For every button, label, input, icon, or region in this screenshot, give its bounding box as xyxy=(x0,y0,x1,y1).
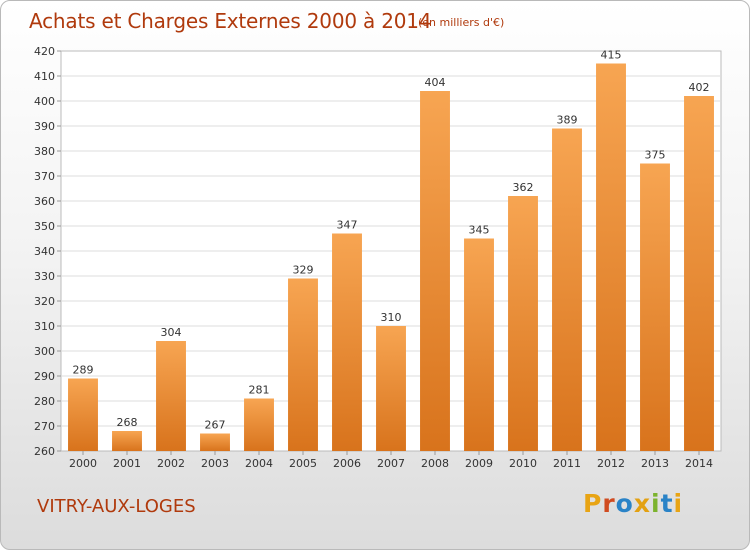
chart-title: Achats et Charges Externes 2000 à 2014 xyxy=(29,9,432,33)
y-tick-label: 340 xyxy=(34,245,55,258)
x-tick-label: 2000 xyxy=(69,457,97,470)
y-tick-label: 270 xyxy=(34,420,55,433)
chart-unit: (en milliers d'€) xyxy=(418,16,505,29)
y-tick-label: 420 xyxy=(34,45,55,58)
bar xyxy=(244,398,274,451)
x-tick-label: 2005 xyxy=(289,457,317,470)
data-label: 268 xyxy=(117,416,138,429)
bar xyxy=(684,96,714,451)
x-tick-label: 2014 xyxy=(685,457,713,470)
data-label: 415 xyxy=(601,49,622,62)
x-tick-label: 2001 xyxy=(113,457,141,470)
bar xyxy=(288,278,318,451)
bar xyxy=(112,431,142,451)
data-label: 289 xyxy=(73,364,94,377)
data-label: 310 xyxy=(381,311,402,324)
y-tick-label: 370 xyxy=(34,170,55,183)
bar xyxy=(200,433,230,451)
data-label: 362 xyxy=(513,181,534,194)
data-label: 404 xyxy=(425,76,446,89)
x-tick-label: 2004 xyxy=(245,457,273,470)
logo-letter: P xyxy=(583,489,603,518)
x-tick-label: 2002 xyxy=(157,457,185,470)
logo-letter: x xyxy=(633,489,651,518)
x-tick-label: 2012 xyxy=(597,457,625,470)
commune-name: VITRY-AUX-LOGES xyxy=(37,496,196,517)
data-label: 345 xyxy=(469,224,490,237)
x-tick-label: 2010 xyxy=(509,457,537,470)
data-label: 329 xyxy=(293,264,314,277)
data-label: 267 xyxy=(205,419,226,432)
data-label: 375 xyxy=(645,149,666,162)
bar xyxy=(332,233,362,451)
bar xyxy=(552,128,582,451)
y-tick-label: 380 xyxy=(34,145,55,158)
y-tick-label: 390 xyxy=(34,120,55,133)
bar xyxy=(68,378,98,451)
y-tick-label: 400 xyxy=(34,95,55,108)
x-tick-label: 2013 xyxy=(641,457,669,470)
x-tick-label: 2009 xyxy=(465,457,493,470)
bar xyxy=(376,326,406,451)
y-tick-label: 300 xyxy=(34,345,55,358)
logo-letter: i xyxy=(651,489,661,518)
bar xyxy=(156,341,186,451)
data-label: 347 xyxy=(337,219,358,232)
bar xyxy=(420,91,450,451)
y-tick-label: 410 xyxy=(34,70,55,83)
data-label: 281 xyxy=(249,384,270,397)
y-tick-label: 290 xyxy=(34,370,55,383)
y-tick-label: 330 xyxy=(34,270,55,283)
data-labels: 289 268 304 267 281 329 347 310 404 345 362 389 415 3… xyxy=(73,49,710,432)
data-label: 389 xyxy=(557,114,578,127)
logo-letter: o xyxy=(615,489,634,518)
x-tick-label: 2003 xyxy=(201,457,229,470)
bar xyxy=(508,196,538,451)
proxiti-logo: Proxiti xyxy=(583,489,683,518)
y-tick-label: 320 xyxy=(34,295,55,308)
bar xyxy=(640,163,670,451)
bars-group xyxy=(68,63,714,451)
x-tick-label: 2006 xyxy=(333,457,361,470)
y-axis: 260 270 280 290 300 310 320 330 340 350 360 370 380 3… xyxy=(34,45,61,458)
data-label: 402 xyxy=(689,81,710,94)
x-axis: 2000 2001 2002 2003 2004 2005 2006 2007 2008 2009… xyxy=(69,451,713,470)
x-tick-label: 2007 xyxy=(377,457,405,470)
bar xyxy=(464,238,494,451)
y-tick-label: 260 xyxy=(34,445,55,458)
x-tick-label: 2008 xyxy=(421,457,449,470)
y-tick-label: 280 xyxy=(34,395,55,408)
logo-letter: i xyxy=(673,489,684,518)
x-tick-label: 2011 xyxy=(553,457,581,470)
bar xyxy=(596,63,626,451)
y-tick-label: 360 xyxy=(34,195,55,208)
logo-letter: r xyxy=(602,489,616,518)
data-label: 304 xyxy=(161,326,182,339)
y-tick-label: 350 xyxy=(34,220,55,233)
y-tick-label: 310 xyxy=(34,320,55,333)
logo-letter: t xyxy=(660,489,674,518)
